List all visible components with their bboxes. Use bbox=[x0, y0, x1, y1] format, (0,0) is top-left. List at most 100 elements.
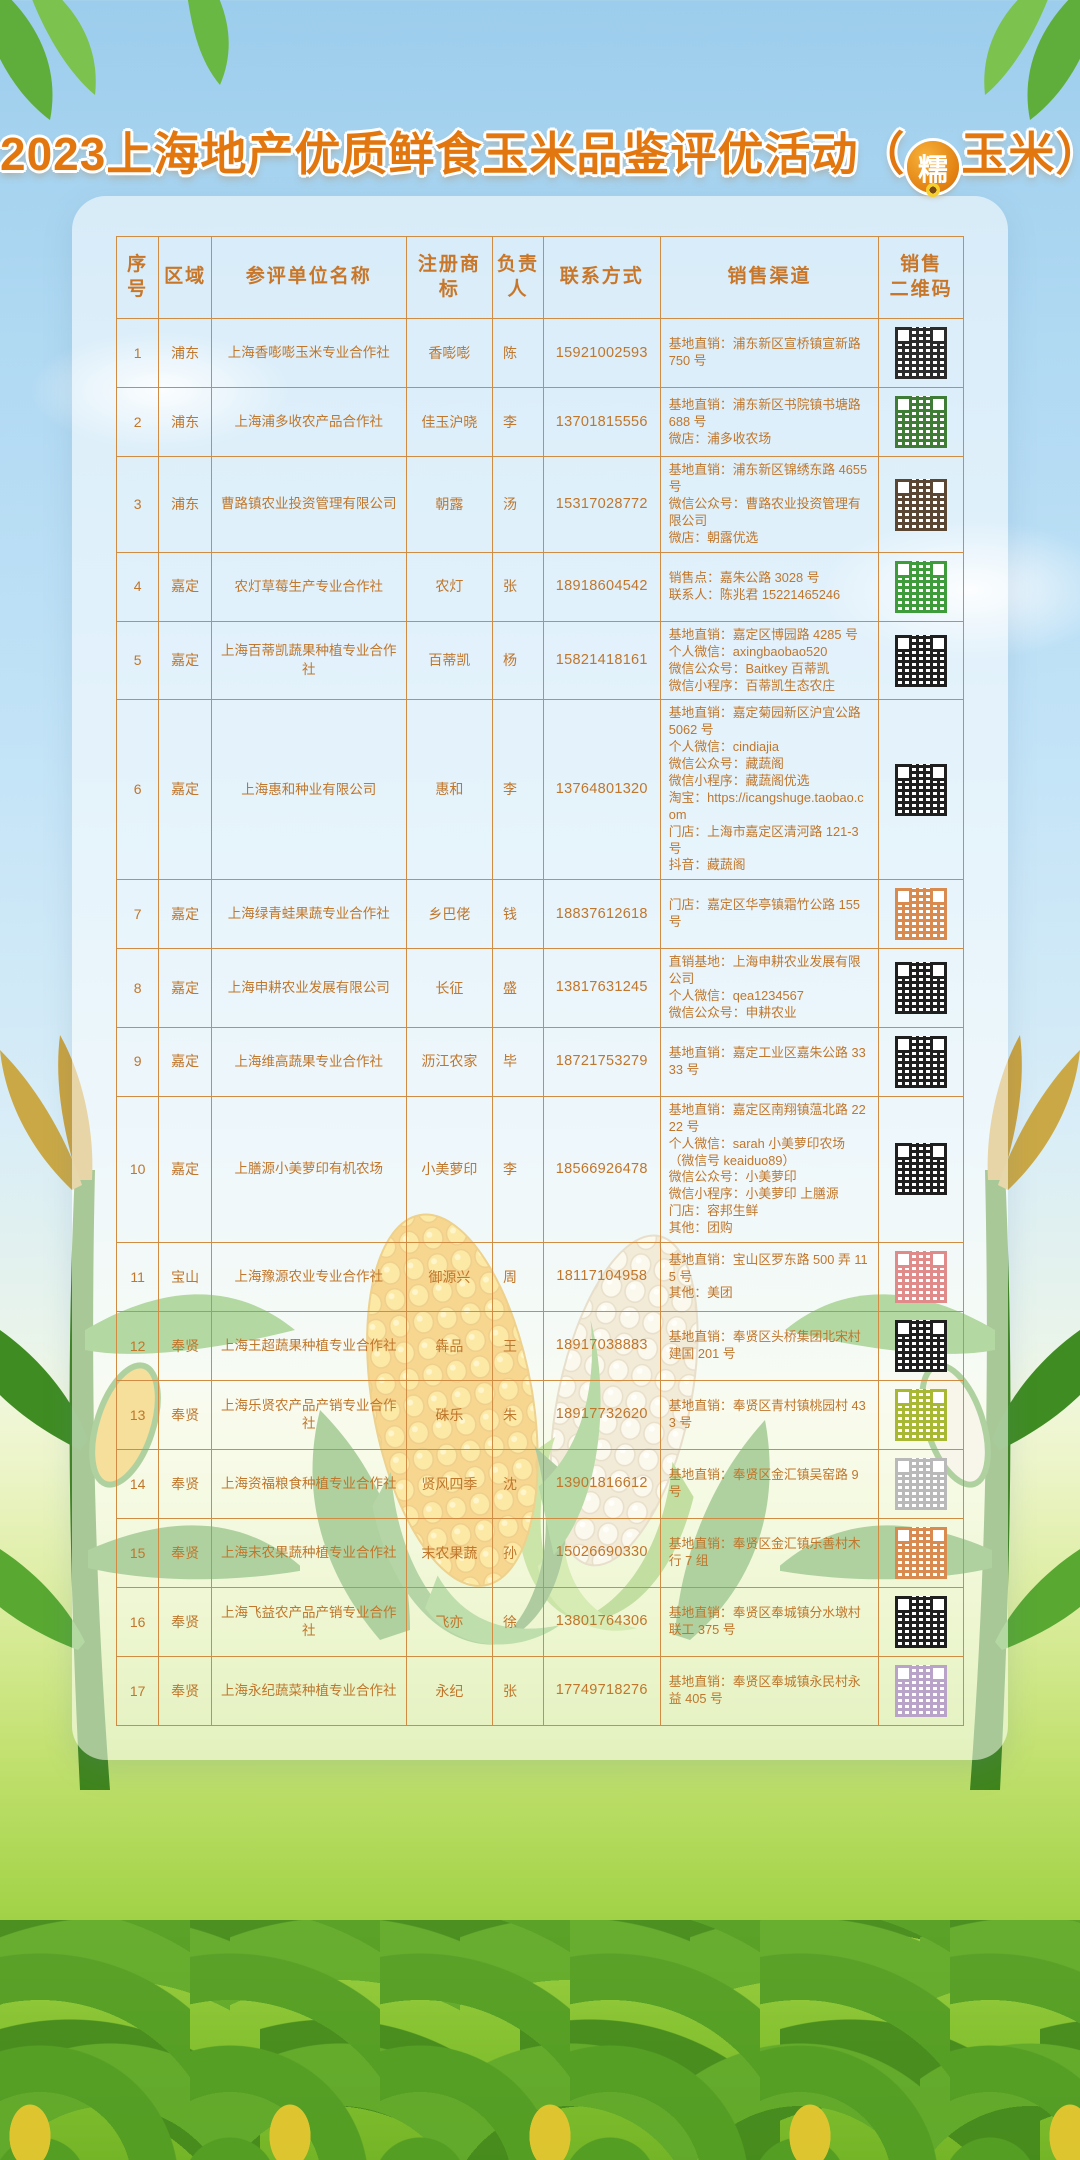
trademark-cell: 犇品 bbox=[405, 1310, 494, 1381]
row-no: 13 bbox=[115, 1379, 160, 1450]
qr-cell bbox=[878, 1310, 964, 1381]
phone-cell: 13801764306 bbox=[542, 1586, 661, 1657]
trademark-cell: 长征 bbox=[405, 948, 494, 1028]
row-no: 4 bbox=[115, 551, 160, 622]
qr-code bbox=[895, 478, 948, 531]
unit-name-cell: 上海豫源农业专业合作社 bbox=[210, 1241, 407, 1312]
table-card: 序号 区域 参评单位名称 注册商标 负责人 联系方式 销售渠道 销售 二维码 1… bbox=[72, 196, 1008, 1760]
qr-code bbox=[895, 1250, 948, 1303]
qr-code bbox=[895, 1457, 948, 1510]
row-no: 5 bbox=[115, 620, 160, 701]
region-cell: 宝山 bbox=[158, 1241, 212, 1312]
channels-cell: 基地直销：奉贤区奉城镇永民村永益 405 号 bbox=[659, 1655, 880, 1726]
channels-cell: 基地直销：嘉定工业区嘉朱公路 3333 号 bbox=[659, 1026, 880, 1097]
channels-cell: 直销基地：上海申耕农业发展有限公司 个人微信：qea1234567 微信公众号：… bbox=[659, 948, 880, 1028]
region-cell: 奉贤 bbox=[158, 1517, 212, 1588]
person-cell: 钱 bbox=[492, 879, 544, 950]
table-row: 10 嘉定 上膳源小美萝印有机农场 小美萝印 李 18566926478 基地直… bbox=[115, 1095, 964, 1243]
table-row: 13 奉贤 上海乐贤农产品产销专业合作社 硃乐 朱 18917732620 基地… bbox=[115, 1379, 964, 1450]
table-row: 11 宝山 上海豫源农业专业合作社 御源兴 周 18117104958 基地直销… bbox=[115, 1241, 964, 1312]
qr-code bbox=[895, 1035, 948, 1088]
qr-cell bbox=[878, 1655, 964, 1726]
trademark-cell: 御源兴 bbox=[405, 1241, 494, 1312]
title-text-right: 玉米） bbox=[961, 128, 1080, 180]
unit-name-cell: 上海资福粮食种植专业合作社 bbox=[210, 1448, 407, 1519]
table-row: 15 奉贤 上海末农果蔬种植专业合作社 末农果蔬 孙 15026690330 基… bbox=[115, 1517, 964, 1588]
col-header-region: 区域 bbox=[158, 235, 212, 320]
unit-name-cell: 上膳源小美萝印有机农场 bbox=[210, 1095, 407, 1243]
qr-cell bbox=[878, 551, 964, 622]
unit-name-cell: 农灯草莓生产专业合作社 bbox=[210, 551, 407, 622]
channels-cell: 基地直销：奉贤区青村镇桃园村 433 号 bbox=[659, 1379, 880, 1450]
person-cell: 李 bbox=[492, 387, 544, 458]
qr-cell bbox=[878, 1586, 964, 1657]
unit-name-cell: 上海王超蔬果种植专业合作社 bbox=[210, 1310, 407, 1381]
person-cell: 沈 bbox=[492, 1448, 544, 1519]
row-no: 16 bbox=[115, 1586, 160, 1657]
region-cell: 奉贤 bbox=[158, 1586, 212, 1657]
row-no: 8 bbox=[115, 948, 160, 1028]
region-cell: 奉贤 bbox=[158, 1310, 212, 1381]
row-no: 7 bbox=[115, 879, 160, 950]
qr-cell bbox=[878, 387, 964, 458]
region-cell: 奉贤 bbox=[158, 1655, 212, 1726]
region-cell: 浦东 bbox=[158, 318, 212, 389]
unit-name-cell: 上海绿青蛙果蔬专业合作社 bbox=[210, 879, 407, 950]
col-header-brand: 注册商标 bbox=[405, 235, 494, 320]
row-no: 3 bbox=[115, 456, 160, 553]
table-row: 1 浦东 上海香嘭嘭玉米专业合作社 香嘭嘭 陈 15921002593 基地直销… bbox=[115, 318, 964, 389]
table-row: 14 奉贤 上海资福粮食种植专业合作社 贤风四季 沈 13901816612 基… bbox=[115, 1448, 964, 1519]
phone-cell: 18918604542 bbox=[542, 551, 661, 622]
table-row: 5 嘉定 上海百蒂凯蔬果种植专业合作社 百蒂凯 杨 15821418161 基地… bbox=[115, 620, 964, 701]
channels-cell: 门店：嘉定区华亭镇霜竹公路 155 号 bbox=[659, 879, 880, 950]
phone-cell: 18721753279 bbox=[542, 1026, 661, 1097]
phone-cell: 13701815556 bbox=[542, 387, 661, 458]
channels-cell: 基地直销：浦东新区宣桥镇宣新路 750 号 bbox=[659, 318, 880, 389]
qr-code bbox=[895, 396, 948, 449]
corn-leaf-decoration-top-right bbox=[984, 0, 1080, 120]
region-cell: 奉贤 bbox=[158, 1448, 212, 1519]
nuo-corn-badge: 糯 bbox=[907, 141, 960, 197]
phone-cell: 15026690330 bbox=[542, 1517, 661, 1588]
unit-name-cell: 上海末农果蔬种植专业合作社 bbox=[210, 1517, 407, 1588]
person-cell: 李 bbox=[492, 699, 544, 881]
unit-name-cell: 上海百蒂凯蔬果种植专业合作社 bbox=[210, 620, 407, 701]
person-cell: 李 bbox=[492, 1095, 544, 1243]
unit-name-cell: 上海浦多收农产品合作社 bbox=[210, 387, 407, 458]
trademark-cell: 佳玉沪晓 bbox=[405, 387, 494, 458]
channels-cell: 基地直销：宝山区罗东路 500 弄 115 号 其他：美团 bbox=[659, 1241, 880, 1312]
row-no: 10 bbox=[115, 1095, 160, 1243]
qr-cell bbox=[878, 1241, 964, 1312]
qr-cell bbox=[878, 1448, 964, 1519]
trademark-cell: 百蒂凯 bbox=[405, 620, 494, 701]
channels-cell: 基地直销：嘉定菊园新区沪宜公路 5062 号 个人微信：cindiajia 微信… bbox=[659, 699, 880, 881]
qr-cell bbox=[878, 1026, 964, 1097]
region-cell: 嘉定 bbox=[158, 551, 212, 622]
qr-cell bbox=[878, 1517, 964, 1588]
unit-name-cell: 上海永纪蔬菜种植专业合作社 bbox=[210, 1655, 407, 1726]
person-cell: 张 bbox=[492, 551, 544, 622]
qr-cell bbox=[878, 456, 964, 553]
table-row: 9 嘉定 上海维高蔬果专业合作社 沥江农家 毕 18721753279 基地直销… bbox=[115, 1026, 964, 1097]
qr-cell bbox=[878, 699, 964, 881]
person-cell: 毕 bbox=[492, 1026, 544, 1097]
qr-code bbox=[895, 1143, 948, 1196]
person-cell: 王 bbox=[492, 1310, 544, 1381]
phone-cell: 15921002593 bbox=[542, 318, 661, 389]
channels-cell: 基地直销：奉贤区奉城镇分水墩村联工 375 号 bbox=[659, 1586, 880, 1657]
trademark-cell: 农灯 bbox=[405, 551, 494, 622]
trademark-cell: 小美萝印 bbox=[405, 1095, 494, 1243]
table-row: 8 嘉定 上海申耕农业发展有限公司 长征 盛 13817631245 直销基地：… bbox=[115, 948, 964, 1028]
trademark-cell: 飞亦 bbox=[405, 1586, 494, 1657]
col-header-unit: 参评单位名称 bbox=[210, 235, 407, 320]
unit-name-cell: 上海维高蔬果专业合作社 bbox=[210, 1026, 407, 1097]
table-row: 12 奉贤 上海王超蔬果种植专业合作社 犇品 王 18917038883 基地直… bbox=[115, 1310, 964, 1381]
phone-cell: 13901816612 bbox=[542, 1448, 661, 1519]
page-title: 2023上海地产优质鲜食玉米品鉴评优活动（ 糯玉米） bbox=[0, 118, 1080, 197]
region-cell: 浦东 bbox=[158, 456, 212, 553]
channels-cell: 基地直销：奉贤区金汇镇乐善村木行 7 组 bbox=[659, 1517, 880, 1588]
col-header-qr: 销售 二维码 bbox=[878, 235, 964, 320]
unit-name-cell: 上海申耕农业发展有限公司 bbox=[210, 948, 407, 1028]
phone-cell: 18917732620 bbox=[542, 1379, 661, 1450]
